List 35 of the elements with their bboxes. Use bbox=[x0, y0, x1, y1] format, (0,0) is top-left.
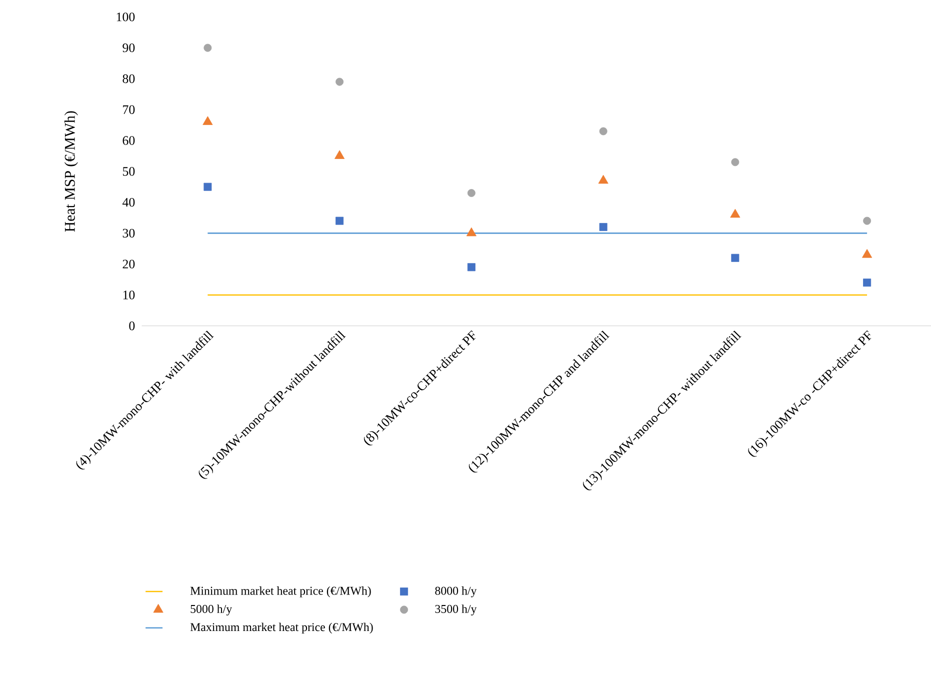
point bbox=[731, 158, 740, 166]
point bbox=[336, 78, 344, 86]
point bbox=[599, 127, 608, 136]
point bbox=[467, 263, 476, 272]
y-axis-title: Heat MSP (€/MWh) bbox=[64, 111, 78, 232]
point bbox=[334, 150, 345, 160]
point bbox=[467, 189, 476, 198]
legend-label: 5000 h/y bbox=[190, 604, 232, 616]
legend-label: 8000 h/y bbox=[435, 586, 477, 598]
point bbox=[336, 217, 344, 225]
point bbox=[863, 278, 872, 287]
y-tick-label: 50 bbox=[122, 167, 135, 176]
point bbox=[731, 254, 740, 262]
legend-label: 3500 h/y bbox=[435, 604, 477, 616]
point bbox=[862, 249, 872, 258]
point bbox=[202, 116, 213, 126]
point bbox=[466, 228, 476, 236]
y-tick-label: 60 bbox=[122, 136, 135, 146]
point bbox=[204, 183, 212, 192]
y-tick-label: 30 bbox=[122, 229, 135, 238]
y-tick-label: 80 bbox=[122, 74, 135, 84]
y-tick-label: 90 bbox=[122, 44, 135, 52]
y-tick-label: 70 bbox=[123, 105, 135, 114]
point bbox=[863, 217, 872, 225]
point bbox=[204, 44, 212, 52]
y-tick-label: 40 bbox=[122, 198, 135, 207]
y-tick-label: 100 bbox=[116, 12, 135, 22]
y-tick-label: 20 bbox=[122, 260, 135, 269]
legend-label: Maximum market heat price (€/MWh) bbox=[190, 622, 373, 634]
point bbox=[730, 209, 740, 218]
point bbox=[599, 223, 608, 232]
y-tick-label: 0 bbox=[129, 322, 135, 330]
point bbox=[598, 175, 608, 184]
legend-label: Minimum market heat price (€/MWh) bbox=[190, 586, 371, 598]
y-tick-label: 10 bbox=[123, 290, 135, 300]
